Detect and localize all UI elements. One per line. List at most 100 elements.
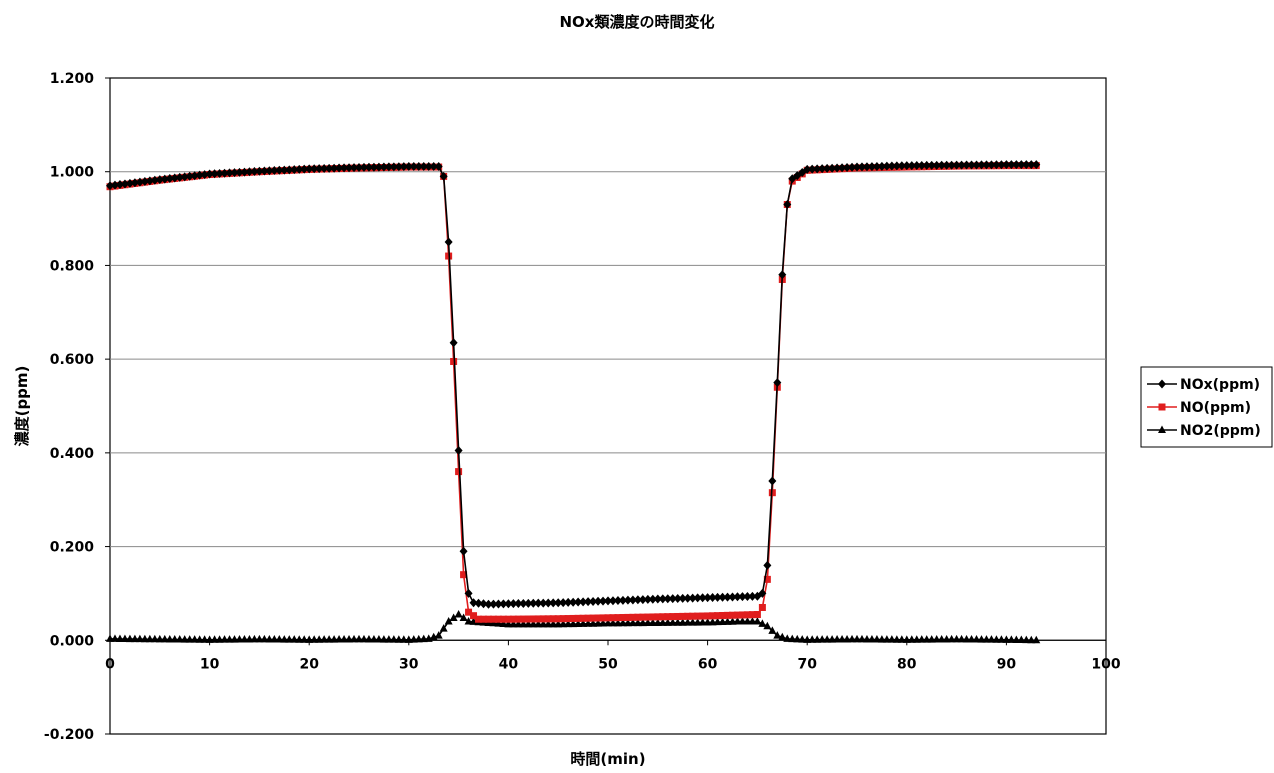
data-point: [738, 611, 746, 619]
data-point: [957, 160, 966, 170]
data-point: [643, 594, 652, 604]
data-point: [614, 614, 622, 622]
data-point: [160, 634, 169, 643]
data-point: [315, 164, 324, 174]
data-point: [460, 571, 468, 579]
data-point: [355, 162, 363, 172]
data-point: [140, 634, 149, 643]
data-point: [639, 613, 647, 621]
data-point: [270, 634, 279, 643]
data-point: [464, 617, 473, 625]
data-point: [170, 173, 179, 183]
y-tick-label: 1.200: [50, 71, 95, 87]
data-point: [962, 160, 971, 170]
data-point: [290, 165, 299, 175]
data-point: [110, 180, 119, 190]
data-point: [494, 599, 503, 609]
data-point: [1022, 160, 1031, 170]
data-point: [170, 634, 179, 643]
data-point: [260, 166, 269, 176]
data-point: [788, 634, 797, 643]
data-point: [877, 635, 886, 643]
x-tick-label: 80: [897, 656, 917, 672]
x-tick-label: 10: [200, 656, 220, 672]
data-point: [150, 175, 159, 185]
data-point: [494, 619, 503, 627]
data-point: [434, 162, 443, 172]
data-point: [504, 615, 512, 623]
data-point: [653, 594, 662, 604]
data-point: [882, 635, 891, 643]
data-point: [708, 593, 717, 603]
data-point: [459, 613, 468, 622]
data-point: [549, 615, 557, 623]
data-point: [673, 593, 682, 603]
data-point: [165, 174, 174, 184]
data-point: [838, 163, 847, 173]
data-point: [848, 162, 857, 172]
data-point: [424, 162, 433, 172]
data-point: [1007, 635, 1016, 643]
data-point: [1007, 160, 1016, 170]
data-point: [719, 611, 727, 619]
data-point: [434, 631, 443, 639]
data-point: [559, 598, 568, 608]
data-point: [907, 161, 916, 171]
data-point: [618, 595, 627, 605]
data-point: [798, 635, 807, 643]
data-point: [504, 599, 513, 609]
data-point: [579, 614, 587, 622]
data-point: [962, 634, 971, 643]
data-point: [359, 634, 368, 643]
data-point: [320, 163, 329, 173]
data-point: [704, 612, 712, 620]
data-point: [748, 611, 756, 619]
data-point: [1017, 635, 1026, 644]
data-point: [389, 162, 398, 172]
data-point: [335, 163, 344, 173]
data-point: [305, 164, 314, 174]
data-point: [195, 635, 204, 643]
x-tick-label: 100: [1091, 656, 1120, 672]
series-layer: [106, 160, 1041, 644]
data-point: [300, 164, 309, 174]
data-point: [106, 181, 114, 191]
x-tick-label: 50: [598, 656, 618, 672]
data-point: [539, 598, 548, 608]
data-point: [857, 634, 866, 643]
data-point: [713, 592, 722, 602]
data-point: [703, 593, 712, 603]
data-point: [972, 160, 981, 170]
data-point: [449, 338, 458, 348]
data-point: [678, 593, 687, 603]
data-point: [862, 634, 871, 643]
legend-item: NOx(ppm): [1147, 377, 1260, 393]
data-point: [753, 611, 761, 619]
data-point: [379, 635, 388, 643]
data-point: [474, 598, 483, 608]
data-point: [952, 634, 961, 643]
data-point: [877, 161, 886, 171]
data-point: [140, 177, 149, 187]
data-point: [763, 560, 772, 570]
x-tick-label: 20: [299, 656, 319, 672]
data-point: [499, 615, 507, 623]
data-point: [290, 635, 299, 643]
data-point: [937, 160, 946, 170]
data-point: [484, 615, 492, 623]
data-point: [340, 163, 349, 173]
data-point: [778, 270, 787, 280]
data-point: [783, 634, 792, 642]
data-point: [952, 160, 961, 170]
data-point: [465, 608, 473, 616]
data-point: [384, 635, 393, 643]
data-point: [125, 178, 134, 188]
data-point: [439, 171, 448, 181]
data-point: [688, 593, 697, 603]
data-point: [409, 162, 418, 172]
y-axis-ticks: 1.200 1.000 0.800 0.600 0.400 0.200 0.000 -0.20…: [44, 71, 110, 743]
x-tick-label: 40: [499, 656, 519, 672]
data-point: [823, 163, 832, 173]
data-point: [977, 160, 986, 170]
data-point: [758, 603, 766, 611]
